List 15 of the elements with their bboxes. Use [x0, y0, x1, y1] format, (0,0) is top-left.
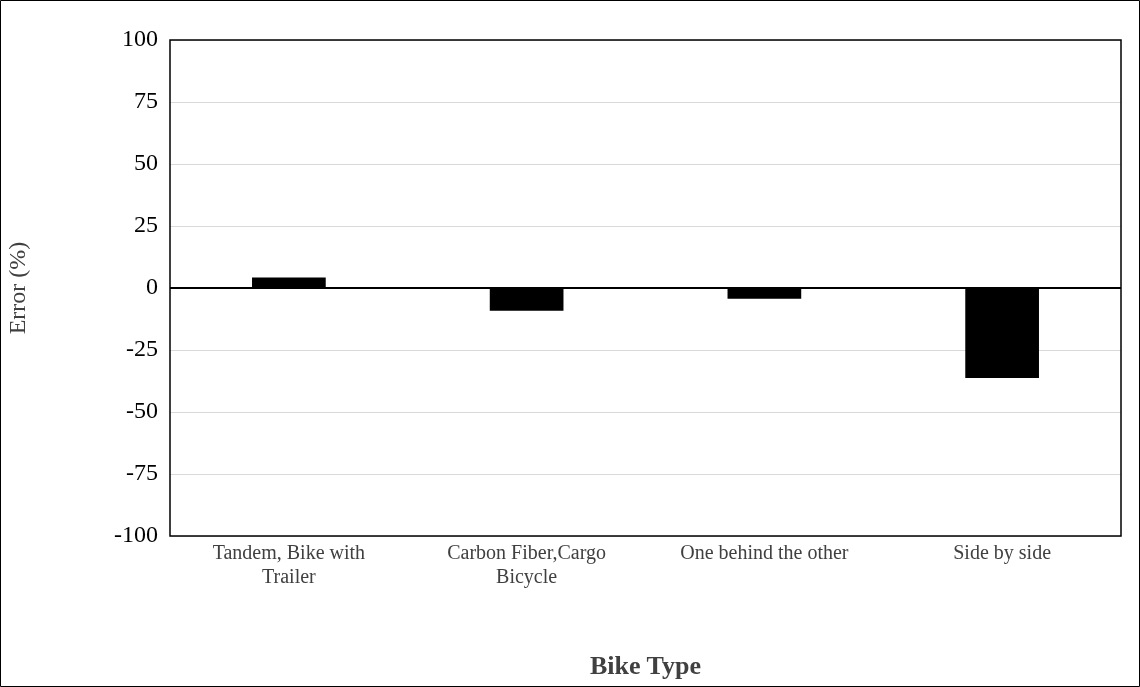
y-tick-label: 100 — [122, 25, 158, 52]
x-tick-label: Carbon Fiber,Cargo Bicycle — [447, 541, 607, 589]
y-tick-label: -100 — [114, 521, 158, 548]
y-tick-label: -75 — [126, 459, 158, 486]
y-tick-label: 50 — [134, 149, 158, 176]
y-axis-title: Error (%) — [3, 241, 30, 335]
x-tick-label: Tandem, Bike with Trailer — [212, 541, 366, 588]
x-tick-label: Side by side — [953, 541, 1052, 565]
x-axis-title: Bike Type — [589, 651, 702, 681]
y-tick-label: 0 — [146, 273, 158, 300]
y-tick-label: -25 — [126, 335, 158, 362]
y-tick-label: 25 — [134, 211, 158, 238]
y-tick-label: -50 — [126, 397, 158, 424]
x-tick-label: One behind the other — [680, 541, 849, 564]
y-tick-label: 75 — [134, 87, 158, 114]
